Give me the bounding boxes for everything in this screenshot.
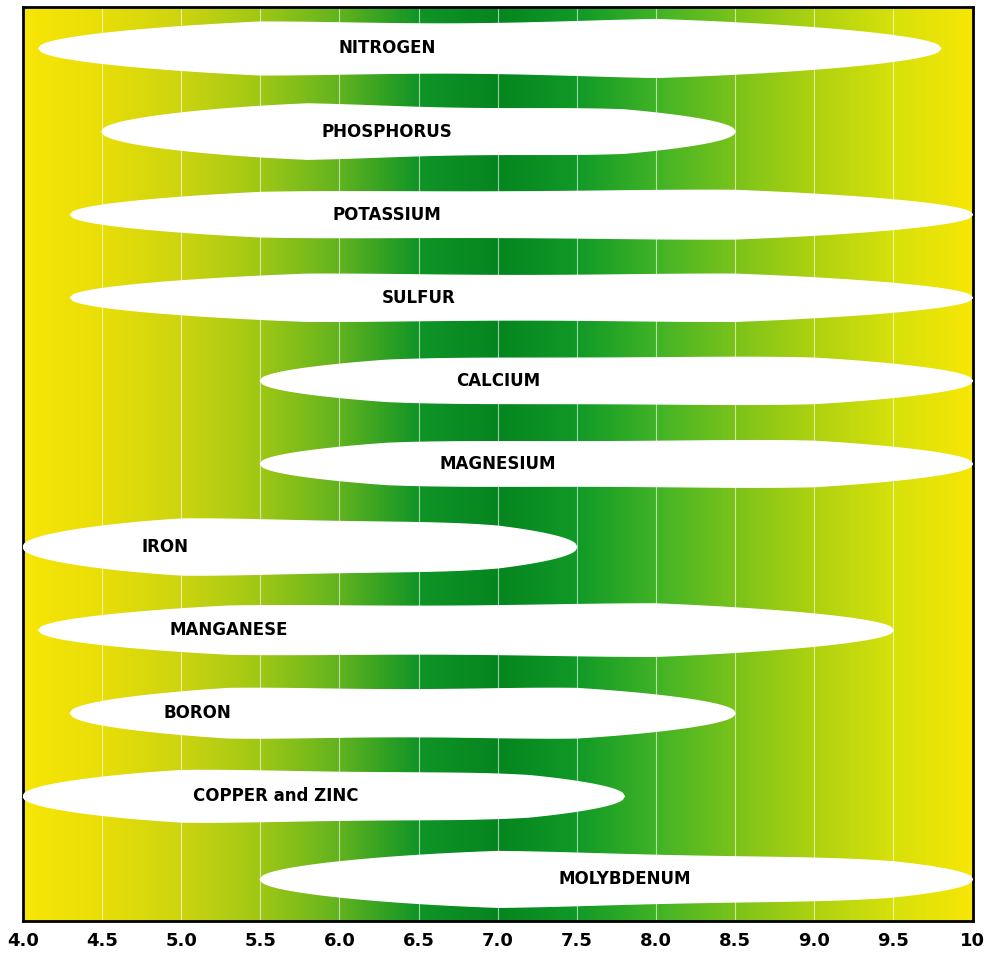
- Text: COPPER and ZINC: COPPER and ZINC: [193, 788, 359, 805]
- Text: NITROGEN: NITROGEN: [338, 39, 435, 57]
- Polygon shape: [70, 190, 972, 239]
- Text: CALCIUM: CALCIUM: [455, 372, 540, 389]
- Polygon shape: [260, 357, 972, 405]
- Text: IRON: IRON: [142, 538, 188, 556]
- Text: BORON: BORON: [163, 704, 231, 723]
- Text: POTASSIUM: POTASSIUM: [332, 206, 441, 224]
- Polygon shape: [102, 104, 735, 159]
- Polygon shape: [70, 275, 972, 322]
- Polygon shape: [23, 770, 624, 822]
- Polygon shape: [260, 440, 972, 487]
- Text: MOLYBDENUM: MOLYBDENUM: [558, 871, 690, 888]
- Polygon shape: [39, 20, 940, 78]
- Polygon shape: [39, 604, 894, 657]
- Text: MANGANESE: MANGANESE: [170, 621, 288, 639]
- Polygon shape: [70, 688, 735, 738]
- Text: PHOSPHORUS: PHOSPHORUS: [321, 122, 452, 141]
- Polygon shape: [260, 852, 972, 907]
- Text: MAGNESIUM: MAGNESIUM: [439, 455, 556, 473]
- Text: SULFUR: SULFUR: [382, 289, 455, 307]
- Polygon shape: [23, 519, 577, 575]
